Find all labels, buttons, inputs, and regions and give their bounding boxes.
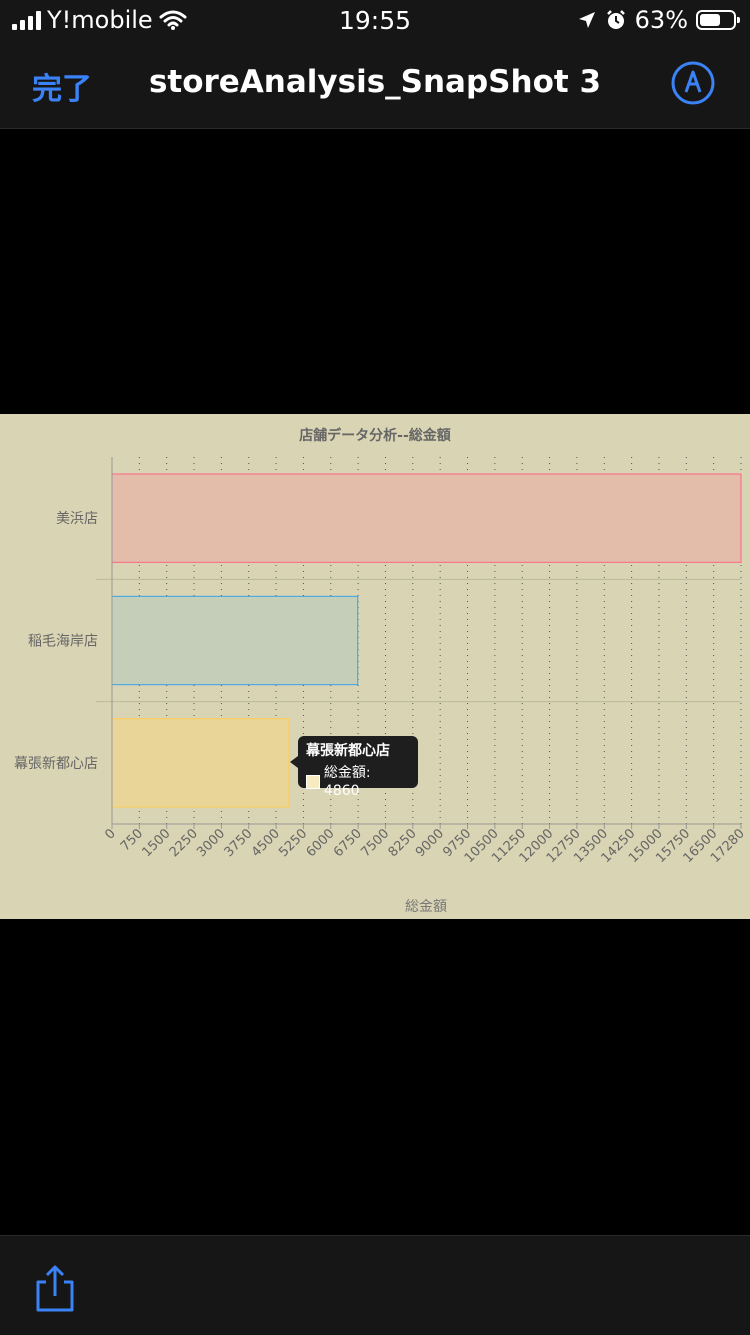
x-tick-label: 3000 [194,826,228,860]
chart-panel: 店舗データ分析--総金額 0 750 1500 2250 3000 3750 4500 5250… [0,414,750,919]
x-tick-label: 8250 [386,826,420,860]
battery-level [700,14,720,26]
x-tick-label: 7500 [358,826,392,860]
status-left: Y!mobile [12,6,187,34]
y-category-label: 美浜店 [56,511,98,527]
battery-icon [696,10,740,30]
signal-icon [12,10,41,30]
tooltip-title: 幕張新都心店 [306,743,390,759]
chart-tooltip: 幕張新都心店 総金額: 4860 [290,736,418,799]
x-axis-label: 総金額 [405,899,447,915]
status-bar: Y!mobile 19:55 63% [0,0,750,42]
bar-1 [111,595,359,686]
tooltip-label: 総金額: 4860 [323,765,371,799]
alarm-icon [606,10,625,29]
x-tick-label: 9000 [413,826,447,860]
location-arrow-icon [578,12,595,28]
x-tick-label: 1500 [140,826,174,860]
preview-area: 店舗データ分析--総金額 0 750 1500 2250 3000 3750 4500 5250… [0,129,750,1235]
x-tick-label: 6750 [331,826,365,860]
carrier-label: Y!mobile [47,6,153,34]
x-tick-label: 3750 [222,826,256,860]
bar-2 [111,718,290,808]
battery-percent: 63% [634,6,688,34]
tooltip-row: 総金額: 4860 [306,764,410,800]
x-tick-label: 6000 [304,826,338,860]
x-tick-label: 2250 [167,826,201,860]
y-category-label: 稲毛海岸店 [28,634,98,650]
status-right: 63% [577,6,740,34]
bottom-toolbar [0,1235,750,1335]
share-icon[interactable] [34,1264,76,1314]
bar-0 [111,473,742,563]
done-button[interactable]: 完了 [32,72,92,107]
chart-title: 店舗データ分析--総金額 [299,427,451,444]
y-category-label: 幕張新都心店 [14,756,98,772]
nav-bar: 完了 storeAnalysis_SnapShot 3 [0,42,750,129]
x-tick-label: 0 [102,826,118,842]
x-tick-label: 5250 [276,826,310,860]
page-title: storeAnalysis_SnapShot 3 [148,64,602,100]
wifi-icon [159,10,187,30]
markup-icon[interactable] [670,60,716,106]
x-tick-label: 4500 [249,826,283,860]
tooltip-swatch [306,775,320,789]
status-time: 19:55 [338,6,412,35]
